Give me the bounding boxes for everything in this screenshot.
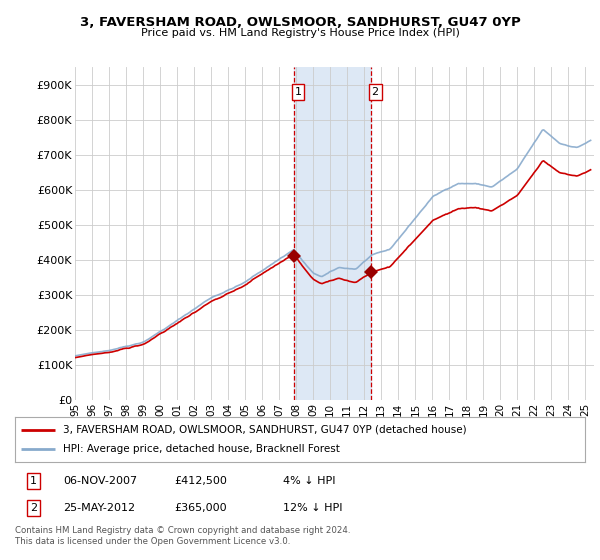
Text: 1: 1 — [295, 87, 301, 97]
Text: 12% ↓ HPI: 12% ↓ HPI — [283, 503, 343, 513]
Text: Contains HM Land Registry data © Crown copyright and database right 2024.
This d: Contains HM Land Registry data © Crown c… — [15, 526, 350, 546]
Text: HPI: Average price, detached house, Bracknell Forest: HPI: Average price, detached house, Brac… — [64, 445, 340, 455]
Text: £365,000: £365,000 — [175, 503, 227, 513]
Text: 2: 2 — [30, 503, 37, 513]
Text: 2: 2 — [371, 87, 379, 97]
Bar — [293, 67, 371, 400]
Text: 3, FAVERSHAM ROAD, OWLSMOOR, SANDHURST, GU47 0YP: 3, FAVERSHAM ROAD, OWLSMOOR, SANDHURST, … — [80, 16, 520, 29]
Text: 25-MAY-2012: 25-MAY-2012 — [64, 503, 136, 513]
Text: 3, FAVERSHAM ROAD, OWLSMOOR, SANDHURST, GU47 0YP (detached house): 3, FAVERSHAM ROAD, OWLSMOOR, SANDHURST, … — [64, 424, 467, 435]
Text: 4% ↓ HPI: 4% ↓ HPI — [283, 475, 335, 486]
Text: 06-NOV-2007: 06-NOV-2007 — [64, 475, 137, 486]
Text: 1: 1 — [31, 475, 37, 486]
Text: £412,500: £412,500 — [175, 475, 227, 486]
Text: Price paid vs. HM Land Registry's House Price Index (HPI): Price paid vs. HM Land Registry's House … — [140, 28, 460, 38]
